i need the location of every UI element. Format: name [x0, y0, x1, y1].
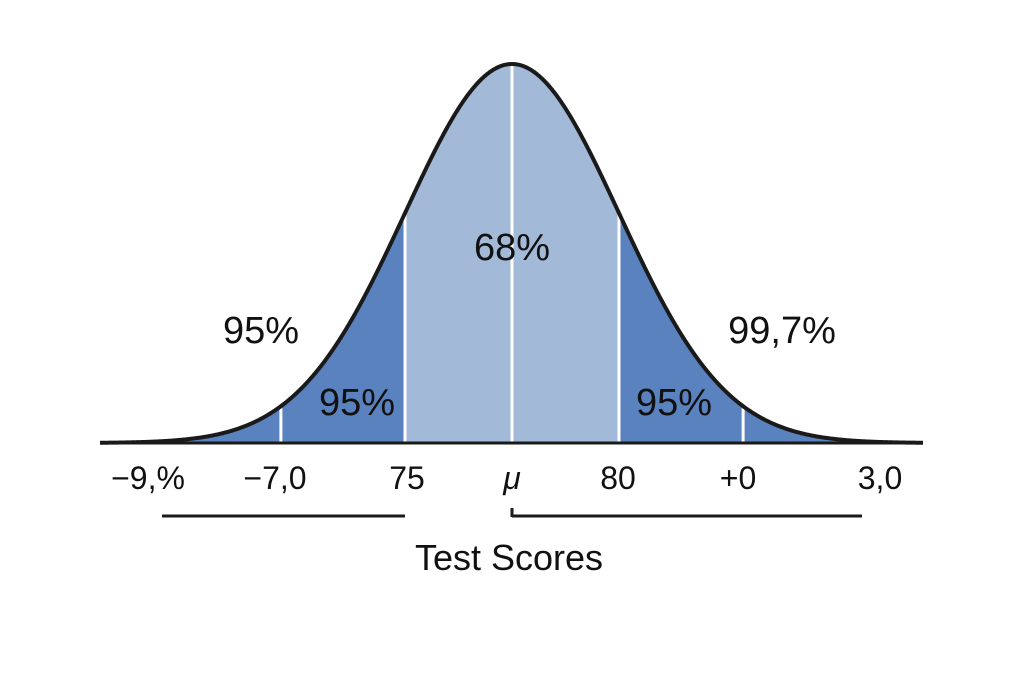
shaded-regions [100, 64, 923, 443]
region-label-68: 68% [474, 227, 550, 269]
region-label-right-outer: 99,7% [728, 310, 836, 352]
tick-label-0: −9,% [111, 460, 185, 496]
region-label-right-inner: 95% [636, 382, 712, 424]
tick-labels: −9,% −7,0 75 μ 80 +0 3,0 [111, 460, 902, 496]
tick-label-6: 3,0 [858, 460, 902, 496]
region-label-left-inner: 95% [319, 382, 395, 424]
tail-left [100, 391, 298, 443]
tail-right [726, 391, 923, 443]
tick-label-1: −7,0 [243, 460, 306, 496]
tick-label-4: 80 [600, 460, 636, 496]
region-label-left-outer: 95% [223, 310, 299, 352]
tick-label-2: 75 [389, 460, 425, 496]
divider-lines [279, 66, 745, 443]
bell-curve [99, 61, 924, 445]
tick-label-5: +0 [720, 460, 756, 496]
x-axis-title: Test Scores [415, 537, 603, 578]
tick-label-3: μ [502, 460, 521, 496]
